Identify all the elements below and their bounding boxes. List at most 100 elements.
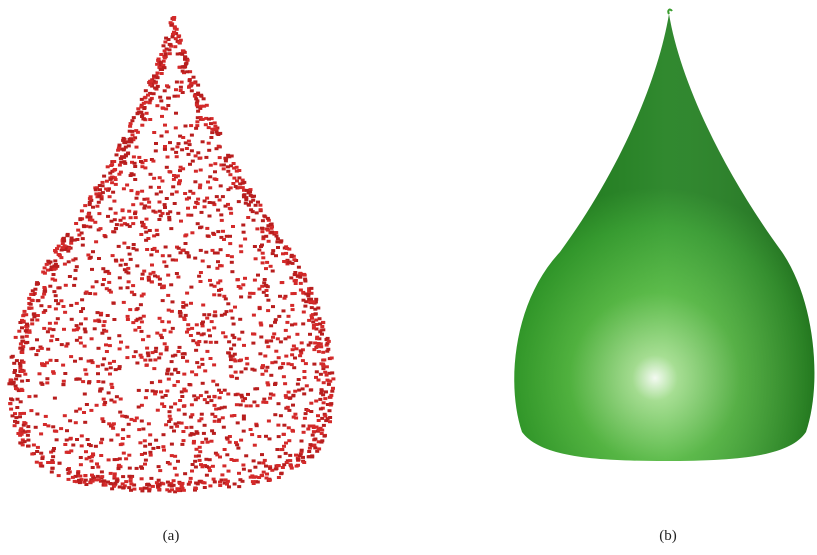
cloud-point: [63, 372, 67, 375]
cloud-point: [152, 74, 156, 77]
cloud-point: [188, 79, 192, 82]
cloud-point: [174, 112, 178, 115]
cloud-point: [181, 49, 185, 52]
cloud-point: [194, 127, 198, 130]
cloud-point: [59, 427, 63, 430]
cloud-point: [94, 445, 98, 448]
cloud-point: [226, 170, 230, 173]
cloud-point: [226, 393, 230, 396]
cloud-point: [225, 436, 229, 439]
cloud-point: [118, 144, 122, 147]
cloud-point: [154, 142, 158, 145]
cloud-point: [315, 336, 319, 339]
cloud-point: [9, 378, 13, 381]
cloud-point: [111, 254, 115, 257]
cloud-point: [100, 470, 104, 473]
cloud-point: [164, 107, 168, 110]
cloud-point: [115, 153, 119, 156]
cloud-point: [148, 83, 152, 86]
cloud-point: [279, 340, 283, 343]
cloud-point: [194, 373, 198, 376]
cloud-point: [173, 402, 177, 405]
cloud-point: [99, 454, 103, 457]
cloud-point: [35, 319, 39, 322]
cloud-point: [248, 296, 252, 299]
cloud-point: [320, 390, 324, 393]
cloud-point: [83, 474, 87, 477]
cloud-point: [216, 281, 220, 284]
cloud-point: [172, 18, 176, 21]
cloud-point: [244, 198, 248, 201]
cloud-point: [208, 215, 212, 218]
cloud-point: [171, 355, 175, 358]
cloud-point: [202, 332, 206, 335]
cloud-point: [187, 140, 191, 143]
cloud-point: [248, 469, 252, 472]
cloud-point: [297, 389, 301, 392]
cloud-point: [128, 467, 132, 470]
cloud-point: [159, 190, 163, 193]
cloud-point: [69, 304, 73, 307]
cloud-point: [39, 432, 43, 435]
cloud-point: [208, 469, 212, 472]
cloud-point: [198, 446, 202, 449]
cloud-point: [121, 487, 125, 490]
cloud-point: [185, 198, 189, 201]
cloud-point: [315, 370, 319, 373]
cloud-point: [273, 321, 277, 324]
cloud-point: [8, 402, 12, 405]
cloud-point: [132, 243, 136, 246]
cloud-point: [219, 248, 223, 251]
cloud-point: [284, 452, 288, 455]
cloud-point: [142, 270, 146, 273]
cloud-point: [317, 447, 321, 450]
cloud-point: [109, 399, 113, 402]
cloud-point: [189, 334, 193, 337]
cloud-point: [136, 191, 140, 194]
cloud-point: [118, 276, 122, 279]
cloud-point: [137, 389, 141, 392]
cloud-point: [27, 395, 31, 398]
cloud-point: [102, 398, 106, 401]
cloud-point: [205, 391, 209, 394]
cloud-point: [144, 231, 148, 234]
cloud-point: [140, 477, 144, 480]
cloud-point: [161, 254, 165, 257]
cloud-point: [207, 329, 211, 332]
cloud-point: [130, 130, 134, 133]
cloud-point: [213, 162, 217, 165]
cloud-point: [186, 207, 190, 210]
cloud-point: [203, 205, 207, 208]
cloud-point: [317, 342, 321, 345]
cloud-point: [20, 336, 24, 339]
cloud-point: [24, 313, 28, 316]
cloud-point: [36, 314, 40, 317]
cloud-point: [113, 168, 117, 171]
cloud-point: [244, 367, 248, 370]
cloud-point: [195, 323, 199, 326]
cloud-point: [74, 222, 78, 225]
cloud-point: [242, 344, 246, 347]
cloud-point: [242, 418, 246, 421]
cloud-point: [234, 441, 238, 444]
cloud-point: [144, 101, 148, 104]
cloud-point: [88, 197, 92, 200]
cloud-point: [309, 389, 313, 392]
cloud-point: [187, 255, 191, 258]
cloud-point: [260, 453, 264, 456]
cloud-point: [173, 455, 177, 458]
cloud-point: [168, 43, 172, 46]
cloud-point: [311, 434, 315, 437]
cloud-point: [159, 99, 163, 102]
cloud-point: [149, 454, 153, 457]
cloud-point: [216, 132, 220, 135]
cloud-point: [321, 351, 325, 354]
cloud-point: [102, 278, 106, 281]
cloud-point: [170, 360, 174, 363]
cloud-point: [65, 234, 69, 237]
cloud-point: [200, 358, 204, 361]
cloud-point: [127, 475, 131, 478]
cloud-point: [67, 451, 71, 454]
cloud-point: [145, 389, 149, 392]
cloud-point: [264, 401, 268, 404]
